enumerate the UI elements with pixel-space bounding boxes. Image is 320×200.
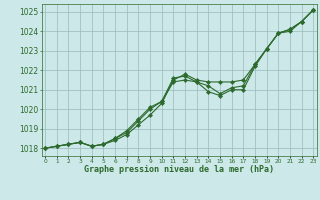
X-axis label: Graphe pression niveau de la mer (hPa): Graphe pression niveau de la mer (hPa) (84, 165, 274, 174)
